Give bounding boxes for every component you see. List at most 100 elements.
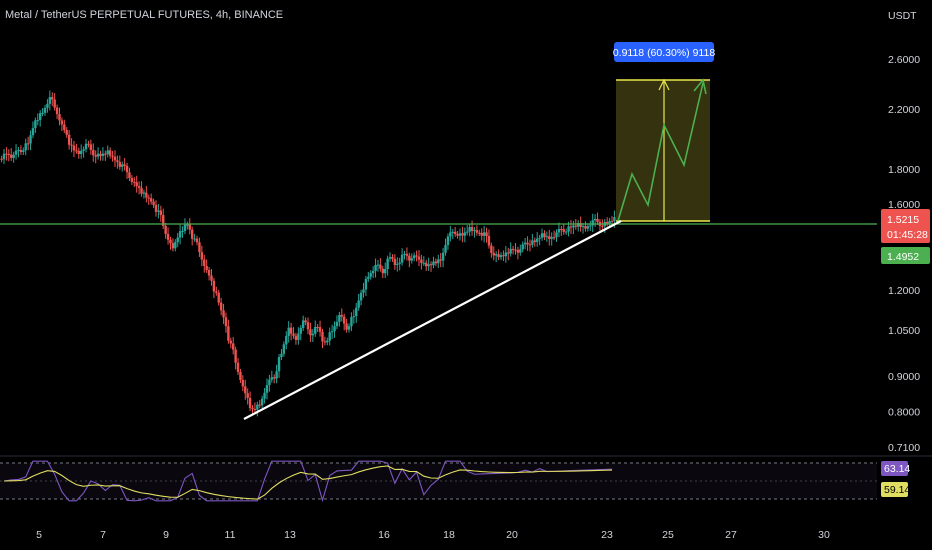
candles (0, 90, 616, 417)
candle-body (425, 262, 428, 267)
time-axis[interactable]: 5 7 9 11 13 16 18 20 23 25 27 30 (36, 529, 830, 541)
candle-body (116, 160, 119, 163)
rsi-pane[interactable]: 63.14 59.14 (0, 455, 932, 503)
candle-body (188, 224, 191, 230)
candle-body (391, 257, 394, 259)
candle-body (326, 340, 329, 343)
candle-body (41, 112, 44, 114)
candle-body (137, 186, 141, 188)
time-tick-label: 25 (662, 529, 674, 541)
ascending-trendline[interactable] (243, 220, 622, 420)
candle-body (193, 238, 196, 240)
candle-body (234, 349, 237, 363)
candle-body (72, 145, 76, 151)
candle-body (106, 150, 109, 155)
candle-body (405, 253, 409, 256)
candle-body (80, 150, 83, 154)
candle-body (246, 393, 249, 398)
candle-body (14, 150, 18, 155)
candle-body (207, 269, 211, 276)
rsi-ma-text: 59.14 (884, 484, 910, 496)
candle-body (104, 153, 107, 155)
candle-body (125, 165, 129, 173)
candle-body (130, 178, 134, 182)
candle-body (12, 154, 15, 158)
candle-body (285, 335, 288, 345)
candle-body (133, 181, 136, 183)
candle-body (564, 231, 568, 233)
candle-body (584, 226, 587, 229)
price-tick-label: 2.6000 (888, 54, 920, 66)
candle-body (475, 230, 479, 233)
time-tick-label: 23 (601, 529, 613, 541)
candle-body (374, 265, 377, 271)
candle-body (128, 172, 131, 179)
candle-body (528, 244, 532, 246)
candle-body (398, 262, 401, 264)
candle-body (84, 143, 88, 150)
candle-body (186, 224, 189, 226)
candle-body (367, 276, 370, 279)
candle-body (280, 353, 283, 358)
candle-body (29, 135, 32, 144)
rsi-value-badge (881, 461, 908, 476)
candle-body (526, 242, 529, 245)
candle-body (610, 220, 614, 222)
candle-body (77, 150, 80, 154)
candle-body (497, 254, 500, 258)
candle-body (437, 259, 440, 264)
candle-body (282, 344, 286, 354)
candle-body (458, 233, 462, 236)
candle-body (408, 255, 411, 261)
candle-body (335, 321, 339, 327)
candle-body (36, 119, 39, 121)
candle-body (299, 328, 302, 334)
candle-body (482, 232, 486, 236)
candle-body (350, 317, 353, 327)
candle-body (379, 264, 382, 269)
candle-body (487, 236, 491, 246)
candle-body (456, 233, 459, 236)
candle-body (239, 371, 242, 381)
candle-body (400, 254, 404, 263)
candle-body (7, 153, 11, 155)
candle-body (265, 385, 269, 393)
candle-body (601, 225, 604, 227)
candle-body (444, 245, 447, 253)
candle-body (203, 259, 206, 266)
candle-body (589, 225, 592, 227)
candle-body (569, 226, 573, 228)
candle-body (567, 226, 570, 232)
candle-body (441, 252, 445, 261)
time-tick-label: 7 (100, 529, 106, 541)
price-tick-label: 0.8000 (888, 406, 920, 418)
candle-body (396, 263, 399, 265)
price-axis-ticks: 2.6000 2.2000 1.8000 1.6000 1.2000 1.0500 0.90… (888, 54, 920, 454)
candle-body (509, 248, 512, 254)
candle-body (149, 198, 153, 202)
candle-body (468, 227, 471, 232)
candle-body (480, 232, 483, 236)
candle-body (17, 149, 20, 151)
candle-body (51, 97, 54, 100)
candle-body (111, 155, 114, 157)
candle-body (2, 153, 6, 160)
candle-body (371, 270, 375, 274)
measure-label[interactable]: 0.9118 (60.30%) 9118 (613, 42, 716, 62)
candle-body (236, 362, 240, 372)
candle-body (548, 236, 551, 239)
rsi-ma-line (3, 465, 613, 500)
candle-body (574, 225, 578, 227)
candle-body (244, 386, 247, 394)
candle-body (154, 204, 158, 212)
countdown-value: 01:45:28 (887, 229, 928, 241)
candle-body (345, 323, 348, 330)
candle-body (572, 225, 575, 228)
candle-body (260, 398, 264, 406)
candle-body (43, 107, 47, 113)
candle-body (555, 232, 558, 238)
candle-body (451, 231, 454, 233)
candle-body (10, 154, 13, 158)
candle-body (502, 255, 505, 257)
